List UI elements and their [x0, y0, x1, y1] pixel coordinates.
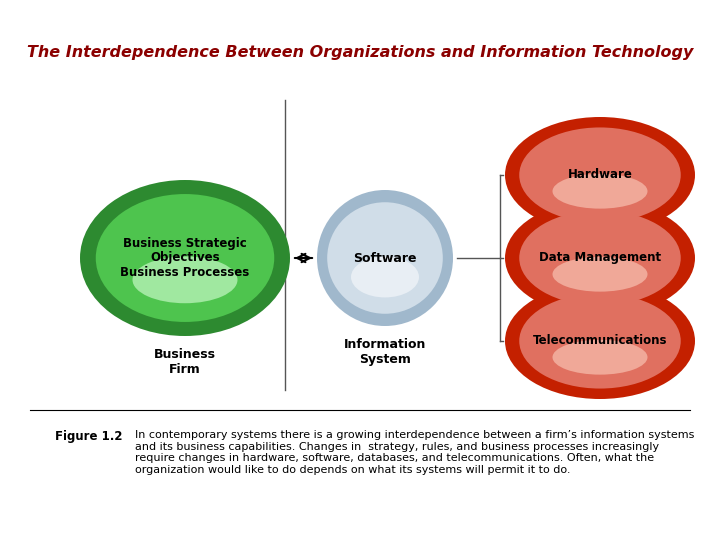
Ellipse shape	[327, 202, 443, 314]
Ellipse shape	[552, 174, 647, 208]
Ellipse shape	[519, 127, 680, 222]
Text: Business Strategic
Objectives
Business Processes: Business Strategic Objectives Business P…	[120, 237, 250, 280]
Text: The Interdependence Between Organizations and Information Technology: The Interdependence Between Organization…	[27, 44, 693, 59]
Ellipse shape	[96, 194, 274, 322]
Ellipse shape	[317, 190, 453, 326]
Text: Data Management: Data Management	[539, 252, 661, 265]
Ellipse shape	[552, 340, 647, 375]
Text: Figure 1.2: Figure 1.2	[55, 430, 122, 443]
Text: Hardware: Hardware	[567, 168, 632, 181]
Ellipse shape	[519, 211, 680, 306]
Text: Telecommunications: Telecommunications	[533, 334, 667, 348]
Ellipse shape	[505, 200, 695, 316]
Text: Software: Software	[354, 252, 417, 265]
Text: In contemporary systems there is a growing interdependence between a firm’s info: In contemporary systems there is a growi…	[135, 430, 694, 475]
Text: Information
System: Information System	[344, 338, 426, 366]
Ellipse shape	[80, 180, 290, 336]
Ellipse shape	[505, 283, 695, 399]
Ellipse shape	[132, 256, 238, 303]
Ellipse shape	[519, 293, 680, 389]
Ellipse shape	[552, 257, 647, 292]
Text: Business
Firm: Business Firm	[154, 348, 216, 376]
Ellipse shape	[505, 117, 695, 233]
Ellipse shape	[351, 256, 419, 298]
